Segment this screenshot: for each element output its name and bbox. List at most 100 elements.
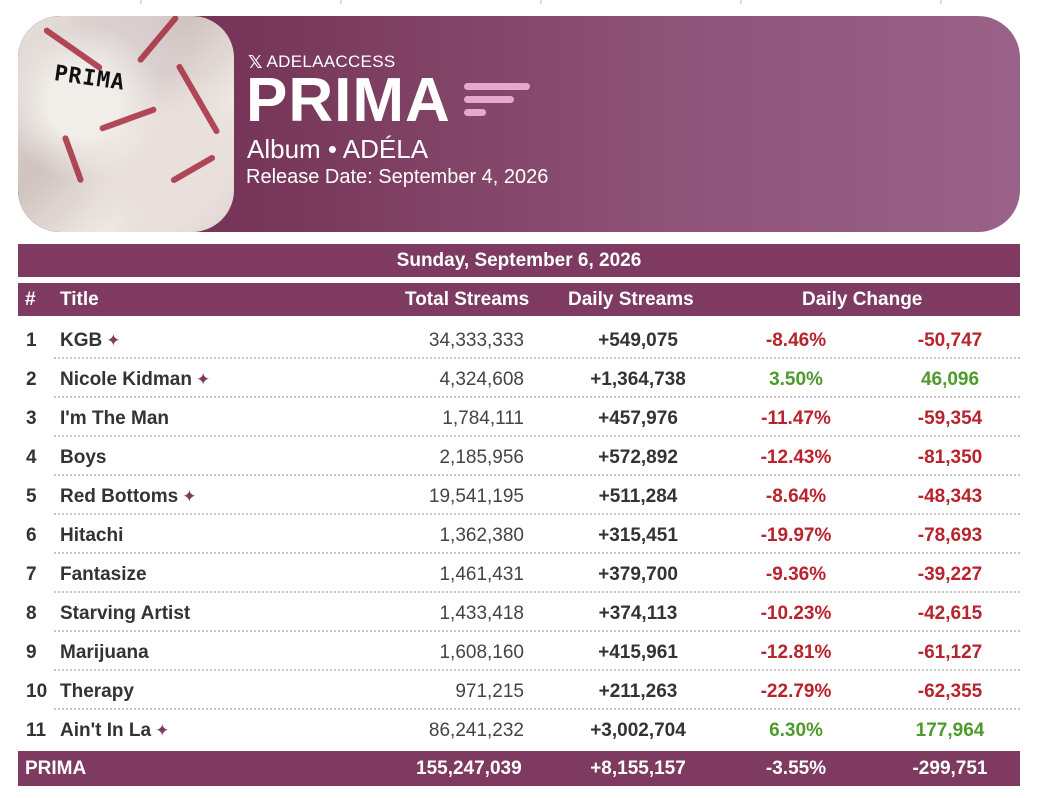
row-rank: 9 bbox=[26, 642, 37, 663]
row-rank: 8 bbox=[26, 603, 37, 624]
row-title: Boys bbox=[60, 447, 110, 469]
row-daily-streams: +511,284 bbox=[598, 486, 678, 507]
row-daily-streams: +572,892 bbox=[598, 447, 678, 468]
row-rank: 5 bbox=[26, 486, 37, 507]
table-footer-totals: PRIMA 155,247,039 +8,155,157 -3.55% -299… bbox=[18, 751, 1020, 786]
row-daily-streams: +549,075 bbox=[598, 330, 678, 351]
row-divider bbox=[54, 474, 1020, 476]
table-row: 4 Boys 2,185,956 +572,892 -12.43% -81,35… bbox=[18, 437, 1020, 476]
track-title: Boys bbox=[60, 447, 107, 468]
table-row: 7 Fantasize 1,461,431 +379,700 -9.36% -3… bbox=[18, 554, 1020, 593]
footer-total-streams: 155,247,039 bbox=[416, 758, 522, 779]
row-title: Starving Artist bbox=[60, 603, 194, 625]
row-daily-change-percent: 6.30% bbox=[769, 720, 823, 741]
row-title: Ain't In La ✦ bbox=[60, 720, 169, 742]
album-cover: PRIMA bbox=[18, 16, 234, 232]
row-title: Marijuana bbox=[60, 642, 153, 664]
footer-label: PRIMA bbox=[25, 758, 87, 779]
table-row: 2 Nicole Kidman ✦ 4,324,608 +1,364,738 3.… bbox=[18, 359, 1020, 398]
row-daily-change-percent: -12.43% bbox=[760, 447, 832, 468]
track-title: Therapy bbox=[60, 681, 134, 702]
album-subtitle: Album • ADÉLA bbox=[247, 134, 429, 164]
row-daily-change-percent: -19.97% bbox=[760, 525, 832, 546]
footer-change-value: -299,751 bbox=[912, 758, 988, 779]
row-total-streams: 1,461,431 bbox=[439, 564, 524, 585]
row-rank: 1 bbox=[26, 330, 37, 351]
row-rank: 2 bbox=[26, 369, 37, 390]
row-daily-change-value: 177,964 bbox=[915, 720, 985, 741]
row-daily-change-percent: -22.79% bbox=[760, 681, 832, 702]
row-daily-change-value: -81,350 bbox=[917, 447, 983, 468]
row-total-streams: 1,784,111 bbox=[442, 408, 524, 429]
row-divider bbox=[54, 513, 1020, 515]
column-daily-streams: Daily Streams bbox=[568, 289, 694, 310]
row-title: Red Bottoms ✦ bbox=[60, 486, 196, 508]
table-row: 6 Hitachi 1,362,380 +315,451 -19.97% -78… bbox=[18, 515, 1020, 554]
track-title: Ain't In La bbox=[60, 720, 152, 741]
row-daily-streams: +457,976 bbox=[598, 408, 678, 429]
track-title: Nicole Kidman bbox=[60, 369, 192, 390]
sparkle-icon: ✦ bbox=[195, 370, 211, 389]
row-rank: 3 bbox=[26, 408, 37, 429]
row-total-streams: 34,333,333 bbox=[428, 330, 524, 351]
track-title: Marijuana bbox=[60, 642, 149, 663]
row-divider bbox=[54, 552, 1020, 554]
row-title: Fantasize bbox=[60, 564, 151, 586]
row-title: I'm The Man bbox=[60, 408, 173, 430]
album-title: PRIMA bbox=[246, 66, 451, 135]
row-divider bbox=[54, 357, 1020, 359]
table-row: 9 Marijuana 1,608,160 +415,961 -12.81% -… bbox=[18, 632, 1020, 671]
row-total-streams: 19,541,195 bbox=[428, 486, 524, 507]
row-total-streams: 1,433,418 bbox=[439, 603, 524, 624]
table-row: 11 Ain't In La ✦ 86,241,232 +3,002,704 6.… bbox=[18, 710, 1020, 749]
row-daily-change-percent: -8.64% bbox=[765, 486, 827, 507]
row-divider bbox=[54, 669, 1020, 671]
row-rank: 11 bbox=[26, 720, 47, 741]
row-daily-change-value: -39,227 bbox=[917, 564, 983, 585]
row-rank: 7 bbox=[26, 564, 37, 585]
row-daily-change-value: 46,096 bbox=[920, 369, 980, 390]
sparkle-icon: ✦ bbox=[182, 487, 197, 506]
row-daily-change-value: -78,693 bbox=[917, 525, 983, 546]
row-daily-change-value: -48,343 bbox=[917, 486, 983, 507]
row-daily-change-percent: -12.81% bbox=[760, 642, 832, 663]
row-daily-streams: +374,113 bbox=[598, 603, 678, 624]
sparkle-icon: ✦ bbox=[106, 331, 121, 350]
sparkle-icon: ✦ bbox=[155, 721, 170, 740]
row-daily-streams: +3,002,704 bbox=[590, 720, 686, 741]
row-daily-change-value: -50,747 bbox=[917, 330, 983, 351]
row-daily-streams: +415,961 bbox=[598, 642, 678, 663]
row-daily-change-value: -42,615 bbox=[917, 603, 983, 624]
row-total-streams: 1,608,160 bbox=[439, 642, 524, 663]
release-date: Release Date: September 4, 2026 bbox=[246, 166, 549, 188]
table-row: 3 I'm The Man 1,784,111 +457,976 -11.47%… bbox=[18, 398, 1020, 437]
row-title: Hitachi bbox=[60, 525, 127, 547]
row-total-streams: 4,324,608 bbox=[439, 369, 524, 390]
row-daily-streams: +379,700 bbox=[598, 564, 678, 585]
row-daily-change-value: -59,354 bbox=[917, 408, 983, 429]
row-total-streams: 86,241,232 bbox=[428, 720, 524, 741]
row-daily-change-percent: -8.46% bbox=[765, 330, 827, 351]
footer-change-percent: -3.55% bbox=[765, 758, 827, 779]
row-daily-streams: +315,451 bbox=[598, 525, 678, 546]
row-title: Therapy bbox=[60, 681, 138, 703]
x-logo-icon: 𝕏 bbox=[248, 52, 263, 72]
column-daily-change: Daily Change bbox=[802, 289, 923, 310]
row-daily-change-value: -62,355 bbox=[917, 681, 983, 702]
row-divider bbox=[54, 630, 1020, 632]
row-daily-change-value: -61,127 bbox=[917, 642, 983, 663]
track-title: Starving Artist bbox=[60, 603, 191, 624]
track-title: KGB bbox=[60, 330, 103, 351]
table-row: 5 Red Bottoms ✦ 19,541,195 +511,284 -8.64… bbox=[18, 476, 1020, 515]
table-row: 10 Therapy 971,215 +211,263 -22.79% -62,… bbox=[18, 671, 1020, 710]
row-daily-change-percent: -10.23% bbox=[760, 603, 832, 624]
table-date-bar: Sunday, September 6, 2026 bbox=[18, 244, 1020, 277]
row-divider bbox=[54, 708, 1020, 710]
row-daily-change-percent: -9.36% bbox=[765, 564, 827, 585]
account-handle-row: 𝕏 ADELAACCESS bbox=[248, 52, 395, 72]
row-daily-streams: +1,364,738 bbox=[590, 369, 686, 390]
row-rank: 6 bbox=[26, 525, 37, 546]
column-total-streams: Total Streams bbox=[405, 289, 530, 310]
table-row: 1 KGB ✦ 34,333,333 +549,075 -8.46% -50,74… bbox=[18, 320, 1020, 359]
top-divider bbox=[0, 0, 1040, 4]
